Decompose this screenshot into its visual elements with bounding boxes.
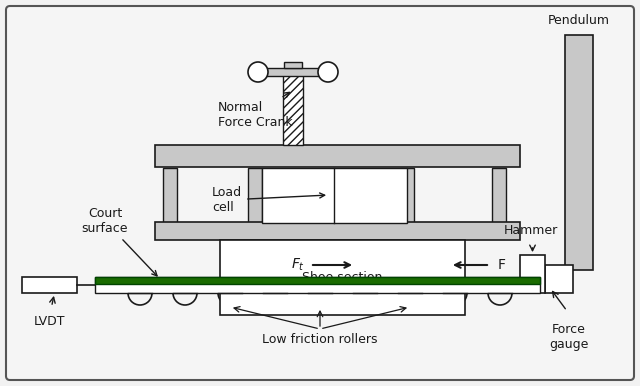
Bar [545,265,573,293]
Bar [565,35,593,270]
Circle shape [318,62,338,82]
Bar [155,222,520,240]
Text: F: F [498,258,506,272]
Text: Low friction rollers: Low friction rollers [262,333,378,346]
FancyBboxPatch shape [6,6,634,380]
Text: Load
cell: Load cell [212,186,324,214]
Bar [220,240,465,315]
Bar [492,168,506,223]
Bar [163,168,177,223]
Text: LVDT: LVDT [34,315,65,328]
Circle shape [248,62,268,82]
Bar [248,168,262,223]
Bar [95,277,540,293]
Text: Hammer: Hammer [504,224,557,237]
Text: Court
surface: Court surface [82,207,157,276]
Bar [400,168,414,223]
Text: Force
gauge: Force gauge [549,323,589,351]
Bar [22,277,77,293]
Bar [284,62,302,68]
Text: Pendulum: Pendulum [548,14,610,27]
Text: Shoe section: Shoe section [302,271,383,284]
Bar [255,68,331,76]
Bar [262,168,407,223]
Bar [155,145,520,167]
Bar [520,255,545,293]
Bar [95,277,540,284]
Bar [283,75,303,145]
Text: Normal
Force Crank: Normal Force Crank [218,92,292,129]
Text: $F_t$: $F_t$ [291,257,305,273]
